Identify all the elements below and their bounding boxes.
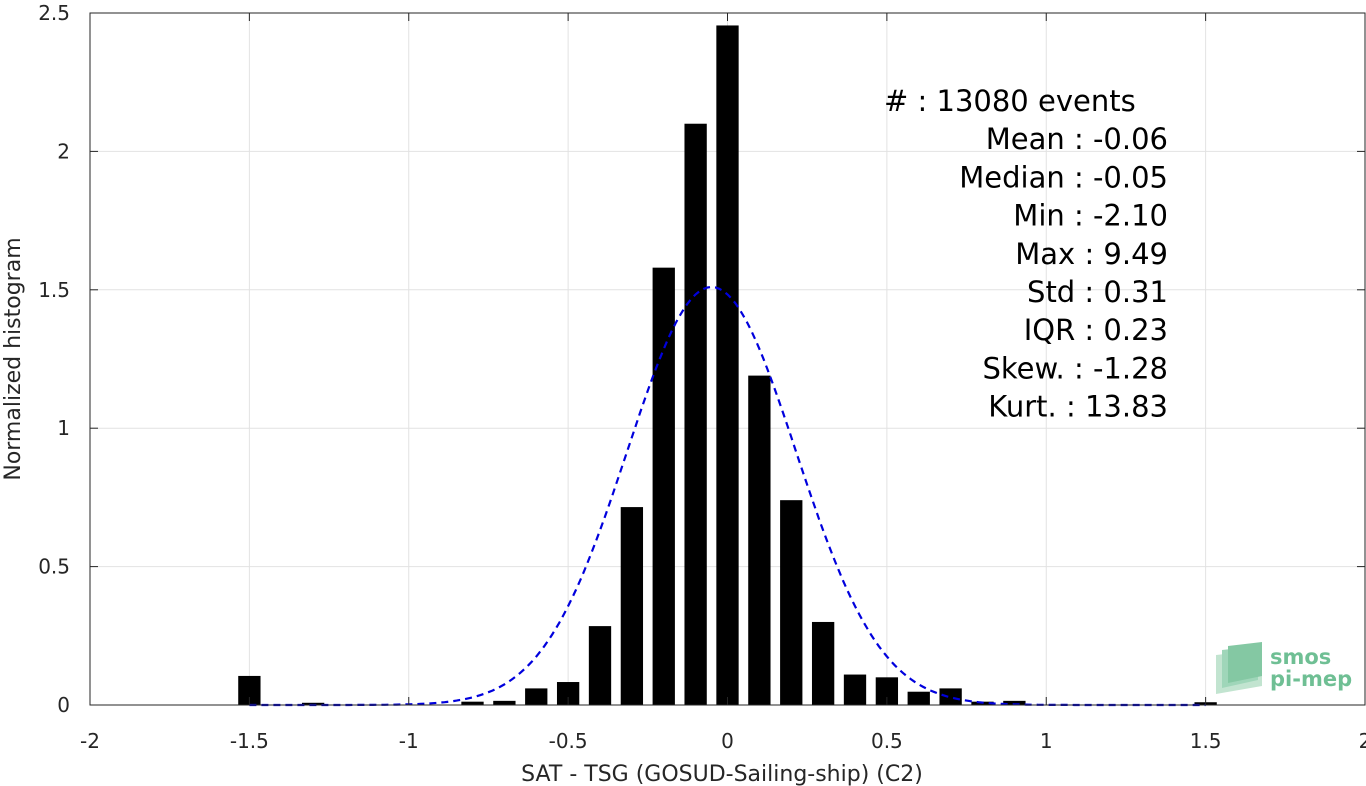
histogram-bar <box>525 688 548 705</box>
stat-line: Mean : -0.06 <box>986 122 1168 156</box>
histogram-bar <box>780 500 803 705</box>
logo-text-pimep: pi-mep <box>1270 667 1352 691</box>
histogram-bars <box>238 25 1217 706</box>
histogram-bar <box>684 123 707 706</box>
stat-line: IQR : 0.23 <box>1024 313 1168 347</box>
stat-line: Std : 0.31 <box>1027 275 1168 309</box>
x-tick-labels: -2 -1.5 -1 -0.5 0 0.5 1 1.5 2 <box>80 729 1366 753</box>
histogram-bar <box>875 677 899 705</box>
statistics-annotation: # : 13080 events Mean : -0.06 Median : -0.… <box>884 84 1168 424</box>
histogram-bar <box>1003 700 1026 705</box>
histogram-bar <box>556 682 580 705</box>
x-axis-label: SAT - TSG (GOSUD-Sailing-ship) (C2) <box>521 762 923 786</box>
histogram-bar <box>301 702 325 705</box>
y-tick-label: 2.5 <box>38 1 70 25</box>
y-tick-label: 2 <box>57 139 70 163</box>
histogram-bar <box>461 701 484 705</box>
x-tick-label: -2 <box>80 729 100 753</box>
logo-text-smos: smos <box>1270 645 1331 669</box>
x-tick-label: -1 <box>399 729 419 753</box>
x-tick-label: 1.5 <box>1190 729 1222 753</box>
histogram-bar <box>748 375 771 705</box>
logo-mark-icon <box>1216 642 1262 694</box>
stat-line: Max : 9.49 <box>1015 237 1168 271</box>
x-tick-label: -1.5 <box>230 729 269 753</box>
x-tick-label: 0.5 <box>871 729 903 753</box>
stat-line: Kurt. : 13.83 <box>988 390 1168 424</box>
y-tick-label: 0 <box>57 693 70 717</box>
histogram-bar <box>238 675 261 705</box>
stat-line: # : 13080 events <box>884 84 1136 118</box>
axis-ticks <box>89 12 1366 706</box>
y-tick-label: 1 <box>57 416 70 440</box>
histogram-bar <box>843 674 867 705</box>
stat-line: Median : -0.05 <box>959 160 1168 194</box>
smos-pimep-logo: smos pi-mep <box>1216 642 1352 694</box>
x-tick-label: 1 <box>1040 729 1053 753</box>
y-tick-label: 1.5 <box>38 278 70 302</box>
y-axis-label: Normalized histogram <box>1 237 26 480</box>
histogram-bar <box>652 267 675 705</box>
histogram-bar <box>588 626 612 705</box>
histogram-bar <box>811 621 835 705</box>
histogram-bar <box>939 688 962 705</box>
x-tick-label: 0 <box>721 729 734 753</box>
stat-line: Min : -2.10 <box>1013 199 1168 233</box>
stat-line: Skew. : -1.28 <box>982 351 1168 385</box>
x-tick-label: 2 <box>1359 729 1366 753</box>
histogram-bar <box>907 691 930 705</box>
histogram-bar <box>620 507 644 705</box>
histogram-bar <box>716 25 739 706</box>
y-tick-labels: 0 0.5 1 1.5 2 2.5 <box>38 1 70 717</box>
histogram-bar <box>493 700 516 705</box>
y-tick-label: 0.5 <box>38 555 70 579</box>
x-tick-label: -0.5 <box>549 729 588 753</box>
